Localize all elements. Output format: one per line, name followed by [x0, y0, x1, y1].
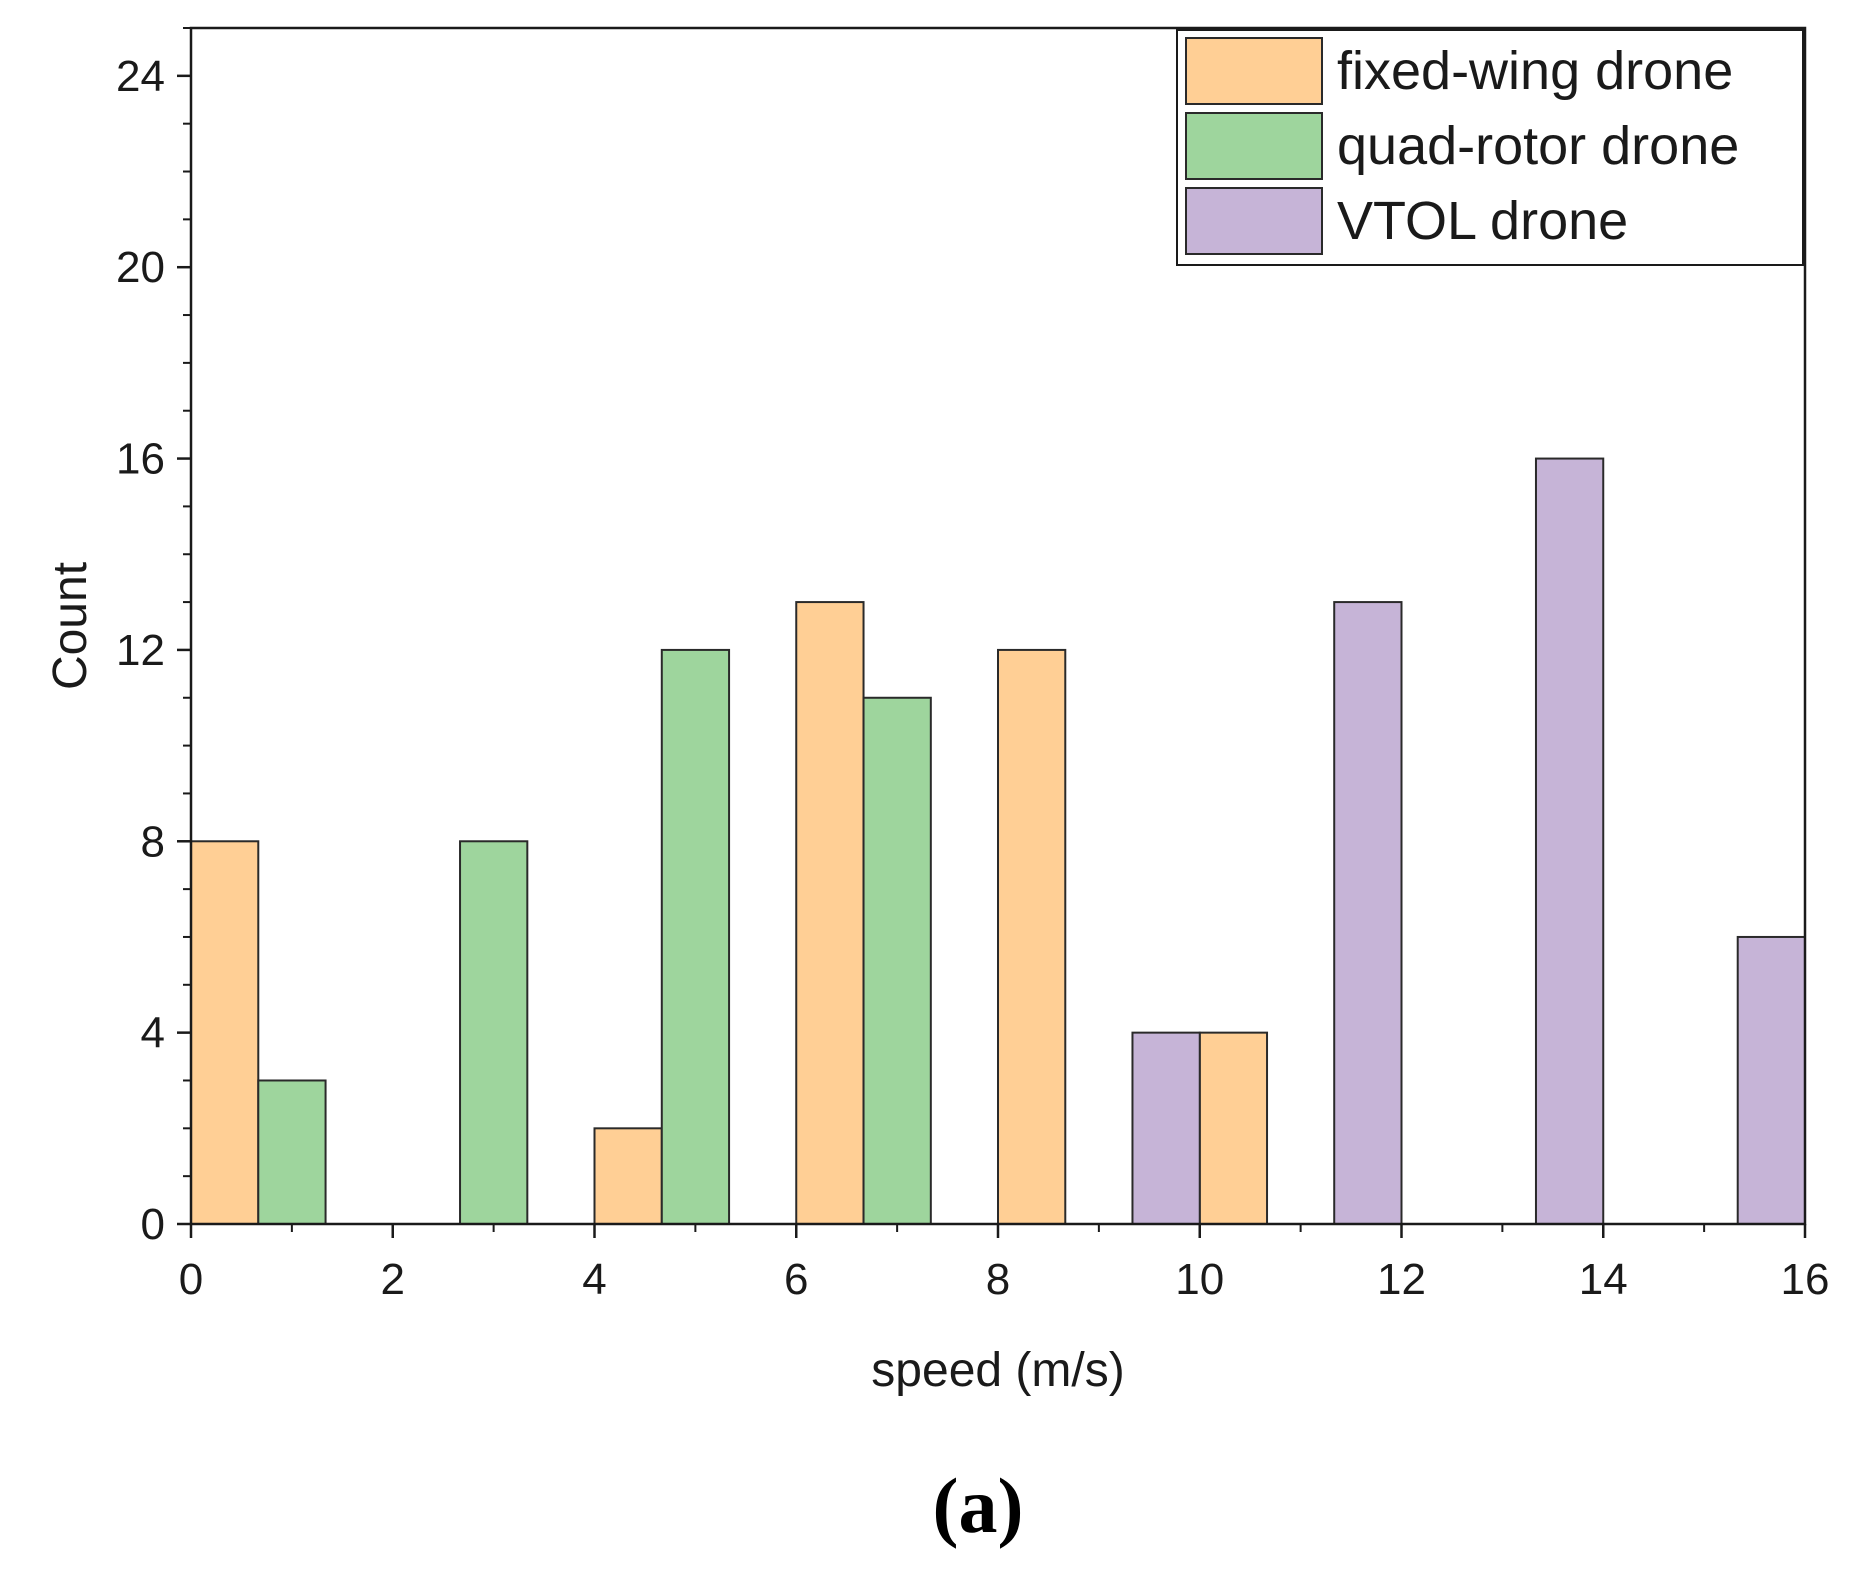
y-tick-label: 24	[116, 52, 165, 101]
bar-fixed-wing-drone-2	[795, 601, 865, 1225]
bars-layer	[190, 457, 1807, 1226]
legend: fixed-wing drone quad-rotor drone VTOL dro…	[1176, 29, 1804, 266]
x-tick-label: 8	[986, 1255, 1010, 1304]
y-tick-label: 12	[116, 626, 165, 675]
bar-vtol-drone-1	[1333, 601, 1403, 1225]
bar-vtol-drone-3	[1736, 935, 1807, 1226]
legend-swatch	[1185, 187, 1323, 255]
y-tick-label: 8	[141, 817, 165, 866]
x-tick-label: 0	[179, 1255, 203, 1304]
bar-quad-rotor-drone-1	[459, 840, 529, 1226]
y-tick-label: 20	[116, 243, 165, 292]
y-tick-label: 0	[141, 1200, 165, 1249]
x-tick-label: 16	[1781, 1255, 1830, 1304]
legend-label: quad-rotor drone	[1337, 116, 1739, 176]
x-tick-label: 6	[784, 1255, 808, 1304]
legend-swatch	[1185, 37, 1323, 105]
y-axis: 0 4 8 12 16 20 24	[116, 27, 191, 1249]
bar-vtol-drone-0	[1131, 1031, 1201, 1226]
bar-fixed-wing-drone-1	[593, 1127, 663, 1225]
bar-fixed-wing-drone-3	[997, 648, 1067, 1225]
x-axis: 0 2 4 6 8 10 12 14 16	[179, 1224, 1830, 1304]
bar-quad-rotor-drone-2	[660, 648, 731, 1225]
y-tick-label: 16	[116, 435, 165, 484]
bar-quad-rotor-drone-0	[257, 1079, 327, 1225]
y-tick-label: 4	[141, 1009, 165, 1058]
x-axis-title: speed (m/s)	[871, 1344, 1124, 1397]
legend-label: fixed-wing drone	[1337, 41, 1733, 101]
panel-label: (a)	[933, 1462, 1024, 1549]
bar-fixed-wing-drone-4	[1198, 1031, 1269, 1226]
bar-vtol-drone-2	[1534, 457, 1605, 1225]
legend-swatch	[1185, 112, 1323, 180]
x-tick-label: 10	[1175, 1255, 1224, 1304]
y-axis-title: Count	[44, 562, 97, 690]
legend-label: VTOL drone	[1337, 191, 1628, 251]
bar-fixed-wing-drone-0	[190, 840, 260, 1226]
x-tick-label: 14	[1579, 1255, 1628, 1304]
bar-quad-rotor-drone-3	[862, 696, 932, 1225]
x-tick-label: 4	[582, 1255, 606, 1304]
x-tick-label: 2	[381, 1255, 405, 1304]
x-tick-label: 12	[1377, 1255, 1426, 1304]
